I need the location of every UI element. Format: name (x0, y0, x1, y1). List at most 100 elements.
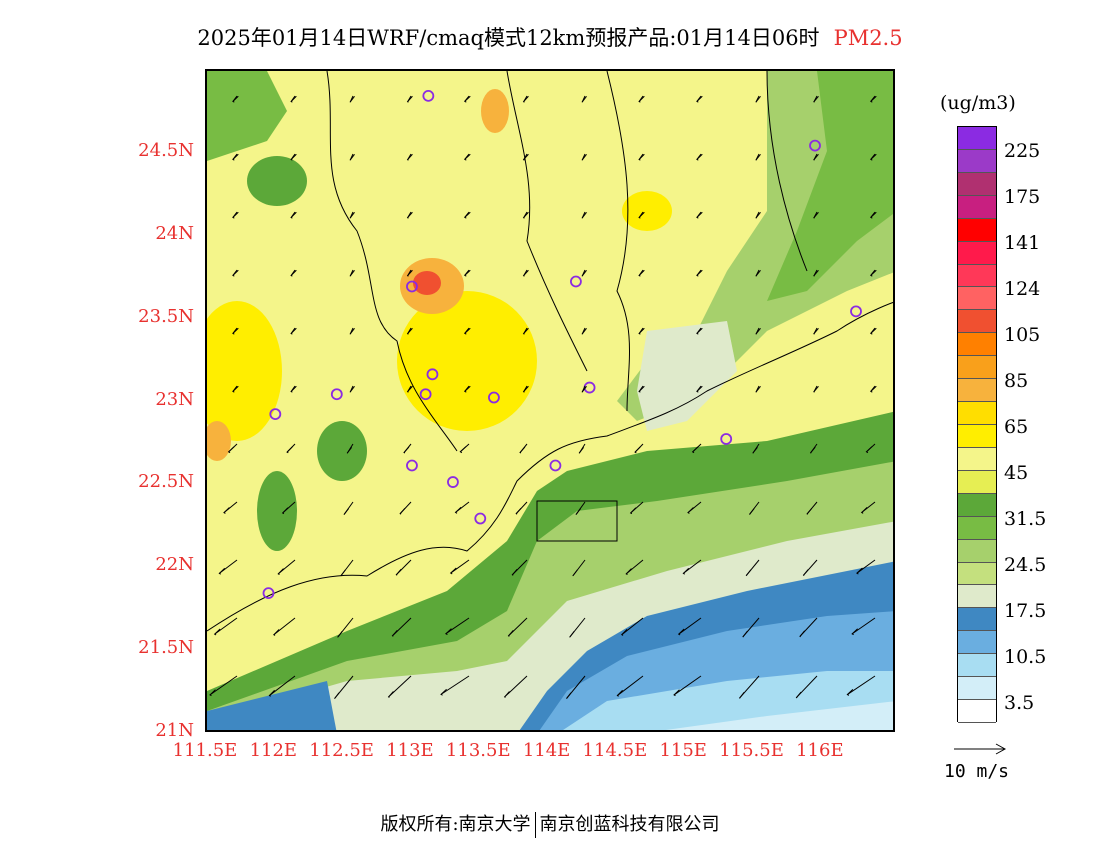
lon-tick-label: 114.5E (582, 740, 648, 761)
monitoring-site-marker (549, 459, 562, 472)
legend-color-swatch (958, 379, 996, 403)
wind-vector-head (349, 153, 355, 161)
wind-vector-head (519, 446, 526, 454)
monitoring-site-marker (330, 388, 343, 401)
yellow-patch-central (397, 291, 537, 431)
wind-vector-head (522, 153, 529, 161)
green-patch-west (247, 156, 307, 206)
legend-value-label: 124 (1004, 278, 1041, 300)
monitoring-site-marker (406, 459, 418, 472)
lat-tick-label: 21.5N (138, 637, 194, 659)
wind-vector-head (578, 447, 585, 454)
province-boundary-4 (766, 71, 808, 272)
lat-tick-label: 23.5N (138, 305, 194, 327)
wind-vector-head (755, 95, 761, 103)
monitoring-site-marker (426, 368, 439, 381)
wind-vector-head (869, 95, 877, 103)
lat-tick-label: 21N (155, 720, 194, 741)
wind-vector-head (569, 630, 575, 638)
wind-vector-head (625, 568, 632, 575)
green-patch-mid (317, 421, 367, 481)
wind-vector-head (463, 269, 471, 277)
wind-vector (617, 675, 644, 696)
boundaries (207, 71, 893, 632)
wind-vector-head (337, 630, 343, 638)
wind-vector-head (575, 508, 581, 515)
monitoring-sites (262, 89, 862, 600)
wind-vector-head (566, 692, 572, 699)
wind-vector (847, 675, 876, 695)
wind-reference-arrow (954, 743, 1007, 755)
northeast-green (617, 71, 893, 421)
wind-vector-head (691, 446, 699, 454)
legend-value-label: 175 (1004, 186, 1041, 208)
wind-vector-head (581, 153, 587, 161)
wind-vector-head (634, 446, 641, 454)
wind-vector-head (869, 269, 877, 277)
sea-west (207, 681, 337, 730)
copyright-right: 南京创蓝科技有限公司 (539, 814, 720, 835)
lon-tick-label: 114E (522, 740, 571, 761)
wind-vector-head (802, 569, 809, 577)
wind-vector-head (290, 385, 297, 393)
legend-color-swatch (958, 241, 996, 265)
wind-reference-label: 10 m/s (944, 761, 1010, 782)
legend-value-label: 141 (1004, 232, 1041, 254)
wind-vector-head (349, 211, 355, 219)
wind-vector-head (696, 269, 703, 277)
legend-color-swatch (958, 310, 996, 334)
wind-vector-head (846, 689, 854, 696)
legend-color-swatch (958, 333, 996, 357)
wind-vector-head (696, 385, 703, 393)
wind-vector-head (638, 211, 645, 219)
title-pollutant: PM2.5 (833, 26, 903, 50)
legend-color-swatch (958, 149, 996, 173)
wind-vector-head (673, 689, 680, 697)
wind-vector-head (813, 153, 819, 161)
wind-vector-head (232, 385, 239, 393)
wind-vector-head (449, 567, 457, 575)
legend-value-label: 65 (1004, 416, 1029, 438)
wind-vector-head (869, 327, 877, 335)
wind-vector-head (522, 95, 529, 103)
wind-vector-head (463, 95, 471, 103)
wind-vector-head (232, 211, 239, 219)
wind-vector-head (813, 95, 819, 103)
copyright-left: 版权所有:南京大学 (380, 814, 531, 835)
wind-vector-head (522, 385, 529, 393)
wind-vector-head (290, 211, 297, 219)
copyright-footer: 版权所有:南京大学 南京创蓝科技有限公司 (0, 810, 1100, 838)
wind-vector-head (799, 630, 805, 638)
wind-vector-head (581, 327, 587, 335)
wind-vector-head (869, 153, 877, 161)
wind-vector-head (581, 269, 587, 277)
wind-vector-head (813, 327, 819, 335)
legend-color-swatch (958, 562, 996, 586)
wind-vector-head (463, 385, 471, 393)
wind-vector (673, 675, 702, 696)
northwest-green (207, 71, 287, 161)
legend-value-label: 17.5 (1004, 600, 1047, 622)
wind-vector-head (440, 688, 447, 696)
wind-vector-head (463, 327, 471, 335)
wind-vector (209, 675, 238, 696)
northeast-green-deep (767, 71, 893, 301)
wind-vectors (209, 95, 877, 699)
wind-vector-head (581, 95, 587, 103)
wind-vector-head (290, 327, 297, 335)
wind-vector-head (696, 95, 703, 103)
wind-vector-head (522, 269, 529, 277)
wind-vector-head (406, 95, 413, 103)
wind-vector-head (286, 446, 293, 454)
wind-vector-head (395, 568, 402, 576)
lat-tick-label: 22.5N (138, 471, 194, 493)
legend-color-bar (957, 126, 997, 723)
legend-value-label: 10.5 (1004, 646, 1047, 668)
legend-value-label: 105 (1004, 324, 1041, 346)
wind-vector-head (463, 153, 471, 161)
wind-vector-head (856, 567, 863, 575)
legend-color-swatch (958, 172, 996, 196)
wind-vector (445, 617, 470, 635)
wind-vector-head (696, 211, 703, 219)
wind-vector-head (755, 211, 761, 219)
